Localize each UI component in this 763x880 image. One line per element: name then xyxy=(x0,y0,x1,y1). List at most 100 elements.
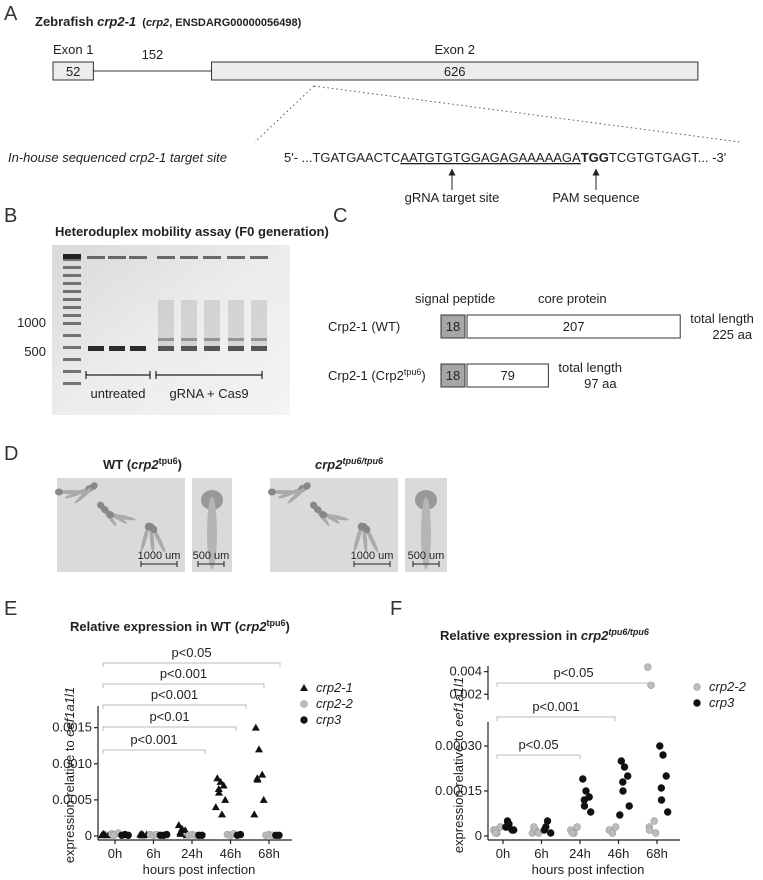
band xyxy=(181,346,197,351)
x-axis-label: hours post infection xyxy=(143,862,256,877)
band xyxy=(251,346,267,351)
signal-length: 18 xyxy=(446,319,460,334)
larva-body xyxy=(421,497,431,569)
title-part: Relative expression in WT ( xyxy=(70,619,240,634)
title-part: Zebrafish xyxy=(35,14,97,29)
data-point xyxy=(644,663,652,671)
core-protein xyxy=(466,363,549,388)
data-point xyxy=(608,829,617,837)
chart-title: Relative expression in WT (crp2tpu6) xyxy=(70,618,290,634)
panel-d-title: WT (crp2tpu6) xyxy=(103,456,182,472)
y-axis-label: expression relative to eef1a1l1 xyxy=(451,677,466,853)
significance-bracket xyxy=(102,726,237,731)
ladder-band xyxy=(63,314,81,317)
title-part: WT ( xyxy=(103,457,132,472)
y-tick-label: 0 xyxy=(85,828,92,843)
legend-label: crp3 xyxy=(709,695,735,710)
zoom-line xyxy=(254,85,315,143)
data-point xyxy=(611,823,620,831)
larva xyxy=(74,482,98,504)
label-part: expression relative to xyxy=(62,737,77,863)
core-length: 79 xyxy=(500,368,514,383)
data-point xyxy=(216,777,225,785)
title-part: tpu6/tpu6 xyxy=(342,456,383,466)
data-point xyxy=(530,823,538,831)
data-point xyxy=(213,774,222,782)
label-part: Crp2-1 (WT) xyxy=(328,319,400,334)
y-tick-label: 0.0005 xyxy=(52,792,92,807)
title-part: crp2 xyxy=(131,457,159,472)
data-point xyxy=(124,831,132,839)
data-point xyxy=(647,681,655,689)
legend-marker xyxy=(300,684,308,691)
data-point xyxy=(573,823,581,831)
signal-peptide xyxy=(440,314,466,339)
x-tick-label: 6h xyxy=(534,846,548,861)
data-point xyxy=(176,829,185,837)
exon-diagram: 52 626 152 Exon 1 Exon 2 xyxy=(52,42,699,81)
y-axis-label: expression relative to eef1a1l1 xyxy=(62,687,77,863)
data-point xyxy=(579,775,587,783)
band xyxy=(228,346,244,351)
band xyxy=(251,338,267,341)
exon-label: Exon 2 xyxy=(434,42,474,57)
title-part: crp2 xyxy=(146,17,169,29)
title-part: Relative expression in xyxy=(440,628,581,643)
data-point xyxy=(221,795,230,803)
significance-bracket xyxy=(496,754,581,759)
row-label: Crp2-1 (WT) xyxy=(328,319,400,334)
panel-b-title: Heteroduplex mobility assay (F0 generati… xyxy=(55,224,329,239)
larva xyxy=(363,525,379,553)
data-point xyxy=(656,742,664,750)
data-point xyxy=(586,808,595,816)
data-point xyxy=(657,796,666,804)
seq-part: TGG xyxy=(581,150,609,165)
data-point xyxy=(211,803,220,811)
data-point xyxy=(582,787,590,795)
scale-bar xyxy=(140,561,178,567)
gel-bands xyxy=(63,254,268,385)
data-point xyxy=(174,821,183,829)
ladder-band xyxy=(63,274,81,277)
y-tick-label: 0.00015 xyxy=(435,783,482,798)
data-point xyxy=(620,763,629,771)
signal-peptide xyxy=(440,363,466,388)
x-tick-label: 68h xyxy=(646,846,668,861)
data-point xyxy=(163,830,171,839)
ladder-band xyxy=(63,322,81,325)
total-label: total length xyxy=(558,360,622,375)
title-part: tpu6/tpu6 xyxy=(608,627,649,637)
seq-part: TCGTGTGAGT... -3' xyxy=(609,150,726,165)
exon xyxy=(52,61,94,81)
scale-label: 1000 um xyxy=(138,550,181,562)
bracket xyxy=(155,371,263,379)
significance-label: p<0.05 xyxy=(553,665,593,680)
larva-body xyxy=(287,484,309,504)
legend-marker xyxy=(300,700,308,708)
label-part: eef1a1l1 xyxy=(451,677,466,727)
header-label: signal peptide xyxy=(415,291,495,306)
well xyxy=(108,256,126,259)
exon-length: 52 xyxy=(66,64,80,79)
label-part: tpu6 xyxy=(404,367,422,377)
data-point xyxy=(625,802,633,810)
smear xyxy=(251,300,267,346)
data-point xyxy=(617,757,625,765)
panel-label: C xyxy=(333,205,347,227)
larva xyxy=(106,511,136,521)
chart: Relative expression in crp2tpu6/tpu6 0 0.0… xyxy=(435,627,747,877)
data-point xyxy=(503,817,512,825)
ladder-band xyxy=(63,282,81,285)
larva-body xyxy=(277,487,305,499)
significance-label: p<0.01 xyxy=(149,709,189,724)
well xyxy=(87,256,105,259)
data-point xyxy=(99,830,108,838)
well xyxy=(129,256,147,259)
seq-part: 5'- ...TGATGAACTC xyxy=(284,150,400,165)
x-tick-label: 46h xyxy=(220,846,242,861)
larva-head xyxy=(303,482,311,490)
larva-head xyxy=(90,482,98,490)
data-point xyxy=(623,772,632,780)
y-tick-label: 0.00030 xyxy=(435,738,482,753)
